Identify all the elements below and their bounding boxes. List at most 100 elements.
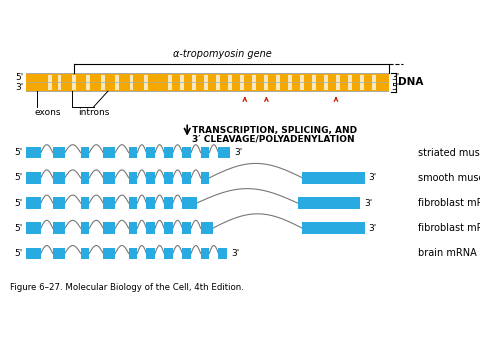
Bar [58,75,61,90]
Bar [182,222,191,234]
Bar [144,75,148,90]
Bar [228,75,232,90]
Bar [103,197,115,209]
Bar [201,222,213,234]
Bar [182,147,191,158]
Bar [372,75,376,90]
Bar [360,75,364,90]
Text: 3': 3' [369,224,377,233]
Bar [81,222,89,234]
Bar [146,147,155,158]
Bar [53,172,65,184]
Text: α-tropomyosin gene: α-tropomyosin gene [173,49,271,59]
Bar [129,197,137,209]
Text: DNA: DNA [398,77,424,87]
Bar [288,75,292,90]
Text: 3': 3' [391,73,399,82]
Text: 3': 3' [369,174,377,182]
Text: 3': 3' [231,249,239,258]
Bar [276,75,280,90]
Bar [26,197,41,209]
Text: 5': 5' [16,73,24,82]
Bar [164,197,173,209]
Bar [26,222,41,234]
Bar [81,197,89,209]
Bar [103,172,115,184]
Bar [240,75,244,90]
Bar [201,172,209,184]
Bar [53,147,65,158]
Bar [264,75,268,90]
Text: Figure 6–27. Molecular Biology of the Cell, 4th Edition.: Figure 6–27. Molecular Biology of the Ce… [10,283,243,292]
Bar [192,75,196,90]
Bar [146,172,155,184]
Text: 5': 5' [14,148,23,157]
Bar [312,75,316,90]
Bar [72,75,76,90]
Text: 5': 5' [14,224,23,233]
Text: TRANSCRIPTION, SPLICING, AND: TRANSCRIPTION, SPLICING, AND [192,126,357,135]
Bar [146,197,155,209]
Bar [182,248,191,259]
Bar [164,222,173,234]
Bar [81,147,89,158]
Bar [26,147,41,158]
Bar [81,248,89,259]
Bar [103,222,115,234]
Bar [218,248,227,259]
Bar [103,147,115,158]
Bar [53,197,65,209]
Text: brain mRNA: brain mRNA [418,248,476,258]
Text: introns: introns [78,108,109,117]
Text: fibroblast mRNA: fibroblast mRNA [418,223,480,233]
Text: 3': 3' [234,148,242,157]
Bar [86,75,90,90]
Text: 5': 5' [14,198,23,207]
Bar [26,172,41,184]
Bar [48,75,52,90]
Text: 3': 3' [364,198,372,207]
Bar [146,222,155,234]
Text: smooth muscle mRNA: smooth muscle mRNA [418,173,480,183]
Text: 3′ CLEAVAGE/POLYADENYLATION: 3′ CLEAVAGE/POLYADENYLATION [192,135,355,144]
Bar [168,75,172,90]
Bar [81,172,89,184]
Text: fibroblast mRNA: fibroblast mRNA [418,198,480,208]
Text: 5': 5' [14,174,23,182]
Text: 3': 3' [16,83,24,92]
Bar [129,172,137,184]
Bar [26,74,389,91]
Bar [164,248,173,259]
Bar [129,222,137,234]
Bar [130,75,133,90]
Bar [201,147,209,158]
Bar [302,222,365,234]
Bar [26,73,389,92]
Text: 5': 5' [391,83,399,92]
Bar [302,172,365,184]
Bar [164,172,173,184]
Bar [348,75,352,90]
Bar [216,75,220,90]
Bar [53,222,65,234]
Text: striated muscle mRNA: striated muscle mRNA [418,148,480,158]
Bar [103,248,115,259]
Bar [252,75,256,90]
Bar [204,75,208,90]
Bar [201,248,209,259]
Text: 5': 5' [14,249,23,258]
Bar [324,75,328,90]
Bar [300,75,304,90]
Bar [26,248,41,259]
Bar [101,75,105,90]
Bar [129,248,137,259]
Bar [53,248,65,259]
Bar [180,75,184,90]
Bar [336,75,340,90]
Bar [182,172,191,184]
Bar [164,147,173,158]
Bar [218,147,230,158]
Bar [182,197,197,209]
Bar [129,147,137,158]
Bar [115,75,119,90]
